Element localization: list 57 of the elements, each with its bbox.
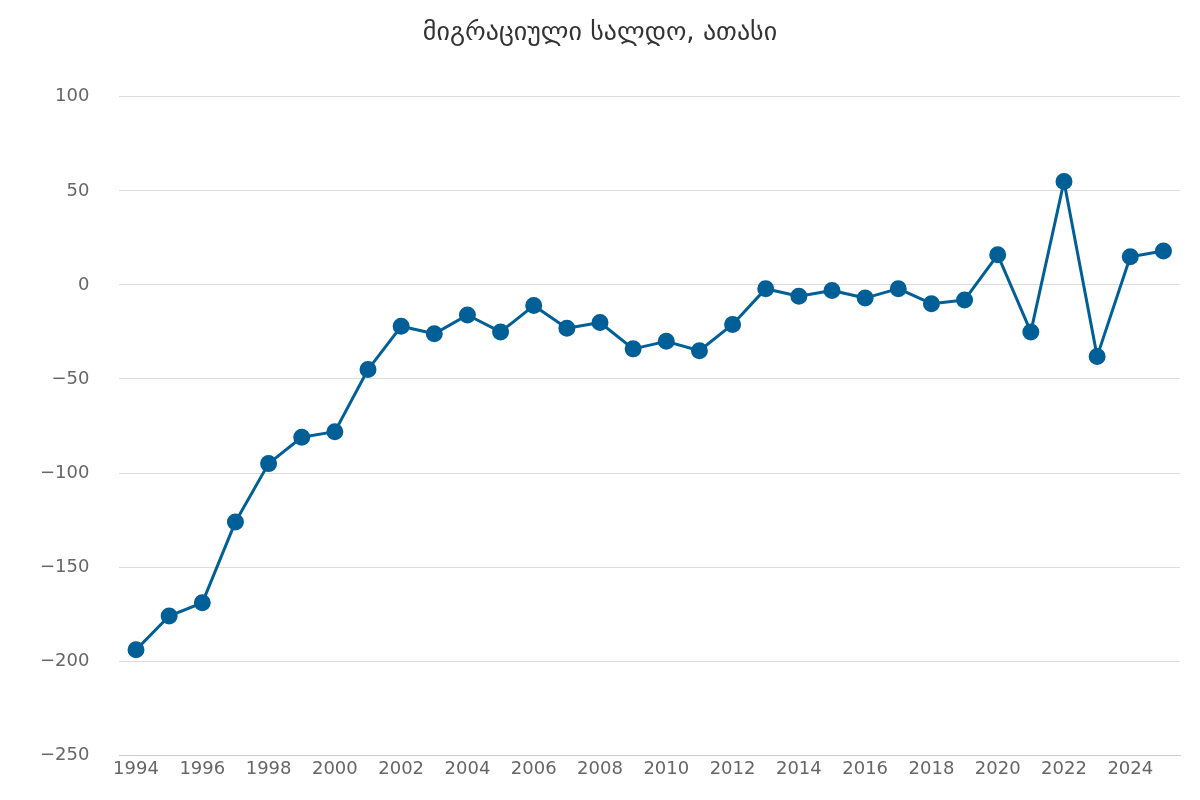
x-tick-label: 2018 [908,756,955,778]
point [558,319,576,337]
y-tick-label: −100 [39,460,90,482]
y-tick-label: −150 [39,554,90,576]
point [956,291,974,309]
x-tick-label: 2010 [643,756,690,778]
x-tick-label: 2002 [378,756,425,778]
x-tick-label: 1994 [113,756,159,778]
y-tick-label: −50 [51,366,90,388]
point [856,289,874,307]
x-tick-label: 2008 [577,756,623,778]
point [127,641,145,659]
point [193,594,211,612]
point [591,314,609,332]
point [1022,323,1040,341]
point [757,280,775,298]
x-tick-label: 1998 [245,756,292,778]
point [293,428,311,446]
chart-title: მიგრაციული სალდო, ათასი [421,16,779,48]
x-tick-label: 2004 [444,756,491,778]
point [989,246,1007,264]
point [1121,248,1139,266]
point [326,423,344,441]
x-tick-label: 2022 [1041,756,1087,778]
point [425,325,443,343]
point [624,340,642,358]
point [160,607,178,625]
point [922,295,940,313]
point [1088,347,1106,365]
y-tick-label: −200 [39,648,90,670]
point [525,297,543,315]
x-tick-label: 2012 [709,756,756,778]
x-tick-label: 2020 [974,756,1021,778]
x-tick-label: 2006 [510,756,557,778]
y-tick-label: −250 [39,742,90,764]
x-tick-label: 2016 [842,756,889,778]
point [458,306,476,324]
y-tick-label: 50 [66,178,90,200]
point [790,287,808,305]
y-tick-label: 0 [77,272,90,294]
point [359,361,377,379]
point [690,342,708,360]
point [392,317,410,335]
y-tick-label: 100 [55,84,90,106]
point [492,323,510,341]
point [724,315,742,333]
x-tick-label: 2024 [1107,756,1154,778]
point [889,280,907,298]
point [226,513,244,531]
point [1055,172,1073,190]
point [260,455,278,473]
x-tick-label: 2014 [775,756,822,778]
point [657,332,675,350]
x-tick-label: 1996 [179,756,226,778]
point [823,282,841,300]
point [1154,242,1172,260]
x-tick-label: 2000 [311,756,358,778]
